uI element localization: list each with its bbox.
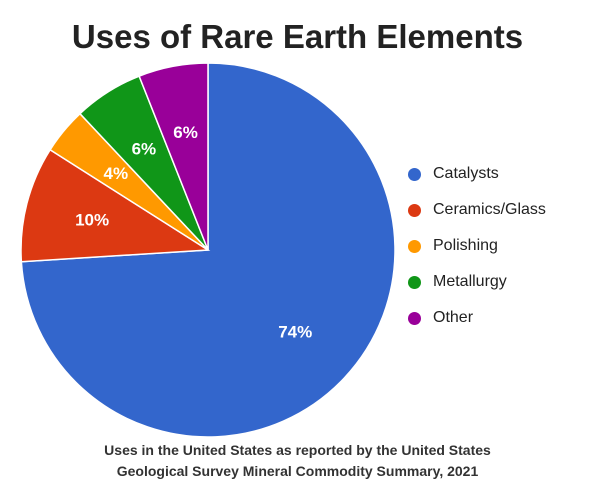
legend-item-polishing: Polishing bbox=[408, 228, 546, 264]
legend-item-metallurgy: Metallurgy bbox=[408, 264, 546, 300]
pie-label-ceramics-glass: 10% bbox=[75, 211, 109, 230]
legend-label-polishing: Polishing bbox=[433, 237, 498, 254]
legend-label-other: Other bbox=[433, 309, 474, 326]
legend-label-metallurgy: Metallurgy bbox=[433, 273, 507, 290]
legend-item-other: Other bbox=[408, 300, 546, 336]
legend-item-catalysts: Catalysts bbox=[408, 156, 546, 192]
footnote-line-2: Geological Survey Mineral Commodity Summ… bbox=[116, 463, 479, 479]
legend-label-catalysts: Catalysts bbox=[433, 165, 499, 182]
legend-dot-metallurgy bbox=[408, 275, 421, 289]
legend-dot-ceramics-glass bbox=[408, 203, 421, 217]
pie-slice-ceramics-glass bbox=[20, 148, 211, 263]
legend: Catalysts Ceramics/Glass Polishing Metal… bbox=[408, 156, 546, 336]
pie-label-catalysts: 74% bbox=[278, 322, 312, 341]
pie-label-metallurgy: 6% bbox=[132, 139, 157, 158]
legend-dot-polishing bbox=[408, 239, 421, 253]
pie-label-polishing: 4% bbox=[103, 164, 128, 183]
pie-slice-other bbox=[138, 62, 209, 251]
chart-title: Uses of Rare Earth Elements bbox=[71, 18, 524, 55]
footnote-line-1: Uses in the United States as reported by… bbox=[104, 442, 491, 458]
legend-item-ceramics-glass: Ceramics/Glass bbox=[408, 192, 546, 228]
footnote: Uses in the United States as reported by… bbox=[0, 440, 595, 482]
legend-label-ceramics-glass: Ceramics/Glass bbox=[433, 201, 546, 218]
legend-dot-other bbox=[408, 311, 421, 325]
legend-dot-catalysts bbox=[408, 167, 421, 181]
pie-label-other: 6% bbox=[173, 123, 198, 142]
